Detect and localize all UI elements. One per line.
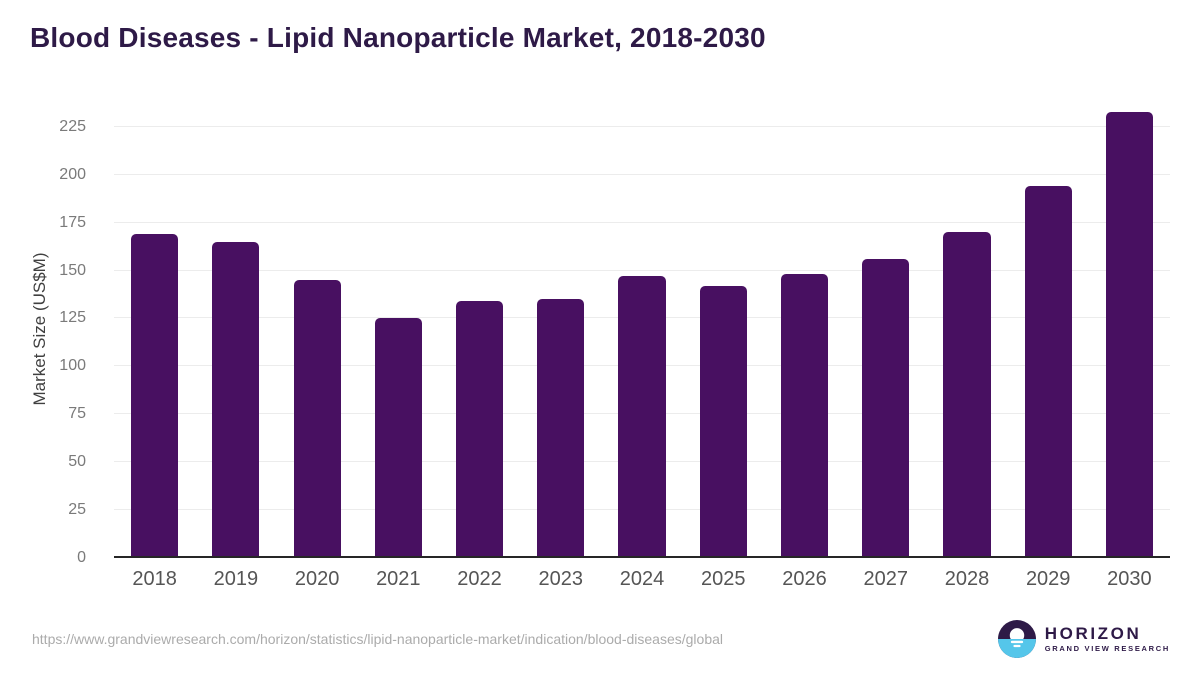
x-tick-label-2028: 2028: [944, 568, 990, 590]
bar-2018: [131, 234, 179, 558]
bar-column-2024: [601, 100, 682, 558]
source-url: https://www.grandviewresearch.com/horizo…: [32, 631, 723, 647]
bar-2023: [537, 299, 585, 558]
chart-title: Blood Diseases - Lipid Nanoparticle Mark…: [30, 22, 766, 53]
plot-area: [114, 100, 1170, 558]
y-tick-label: 225: [59, 117, 86, 135]
gridline: [114, 221, 1170, 223]
bar-column-2029: [1008, 100, 1089, 558]
x-tick-label-2019: 2019: [213, 568, 259, 590]
horizon-logo: HORIZON GRAND VIEW RESEARCH: [997, 620, 1170, 658]
bar-column-2019: [195, 100, 276, 558]
bar-2030: [1105, 111, 1153, 558]
bar-2021: [374, 318, 422, 558]
bar-2028: [943, 232, 991, 558]
x-axis-line: [114, 556, 1170, 558]
y-tick-label: 150: [59, 261, 86, 279]
bar-2029: [1024, 186, 1072, 558]
y-tick-label: 0: [77, 549, 86, 566]
x-tick-label-2024: 2024: [619, 568, 665, 590]
bar-column-2021: [358, 100, 439, 558]
bar-column-2027: [845, 100, 926, 558]
y-tick-label: 125: [59, 309, 86, 327]
x-tick-label-2020: 2020: [294, 568, 340, 590]
footer: https://www.grandviewresearch.com/horizo…: [0, 612, 1200, 666]
x-tick-label-2023: 2023: [538, 568, 584, 590]
x-tick-label-2027: 2027: [863, 568, 908, 590]
bar-column-2018: [114, 100, 195, 558]
y-tick-label: 100: [59, 357, 86, 375]
bar-2020: [293, 280, 341, 558]
bar-column-2030: [1089, 100, 1170, 558]
y-tick-label: 175: [59, 213, 86, 231]
x-tick-label-2030: 2030: [1107, 568, 1152, 590]
gridline: [114, 173, 1170, 175]
y-tick-label: 75: [68, 405, 86, 423]
bar-2027: [862, 259, 910, 558]
bar-2024: [618, 276, 666, 558]
horizon-logo-icon: [997, 620, 1036, 658]
x-tick-label-2029: 2029: [1025, 568, 1071, 590]
y-tick-label: 50: [68, 453, 86, 471]
x-axis-tick-labels: 2018 2019 2020 2021 2022 2023 2024 2025 2026 2027…: [114, 568, 1170, 591]
y-axis-tick-labels: 0 25 50 75 100 125 150 175 200 225: [0, 100, 100, 565]
x-tick-label-2018: 2018: [132, 568, 177, 590]
gridline: [114, 125, 1170, 127]
x-tick-label-2022: 2022: [457, 568, 502, 590]
bar-column-2022: [439, 100, 520, 558]
x-tick-label-2021: 2021: [376, 568, 421, 590]
bar-column-2023: [520, 100, 601, 558]
logo-brand: HORIZON: [1044, 624, 1142, 644]
bar-column-2028: [926, 100, 1007, 558]
gridline: [114, 269, 1170, 271]
bar-2022: [456, 301, 504, 558]
logo-tagline: GRAND VIEW RESEARCH: [1044, 644, 1170, 654]
bar-column-2020: [276, 100, 357, 558]
x-tick-label-2025: 2025: [701, 568, 746, 590]
y-tick-label: 200: [59, 165, 86, 183]
x-tick-label-2026: 2026: [782, 568, 827, 590]
bar-column-2025: [683, 100, 764, 558]
bar-2019: [212, 241, 260, 558]
bar-series: [114, 100, 1170, 558]
logo-text: HORIZON GRAND VIEW RESEARCH: [1045, 625, 1170, 653]
bar-column-2026: [764, 100, 845, 558]
bar-2025: [699, 285, 747, 558]
y-tick-label: 25: [68, 501, 86, 519]
bar-2026: [780, 274, 829, 558]
